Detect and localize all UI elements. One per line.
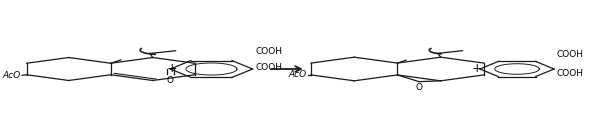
Text: O: O [167, 76, 174, 85]
Text: COOH: COOH [557, 69, 584, 78]
Text: +: + [472, 63, 482, 75]
Text: COOH: COOH [557, 50, 584, 59]
Text: COOH: COOH [255, 63, 282, 72]
Text: O: O [415, 83, 423, 92]
Text: AcO: AcO [3, 71, 21, 80]
Text: AcO: AcO [288, 70, 306, 79]
Text: COOH: COOH [255, 47, 282, 56]
Text: +: + [166, 63, 177, 75]
